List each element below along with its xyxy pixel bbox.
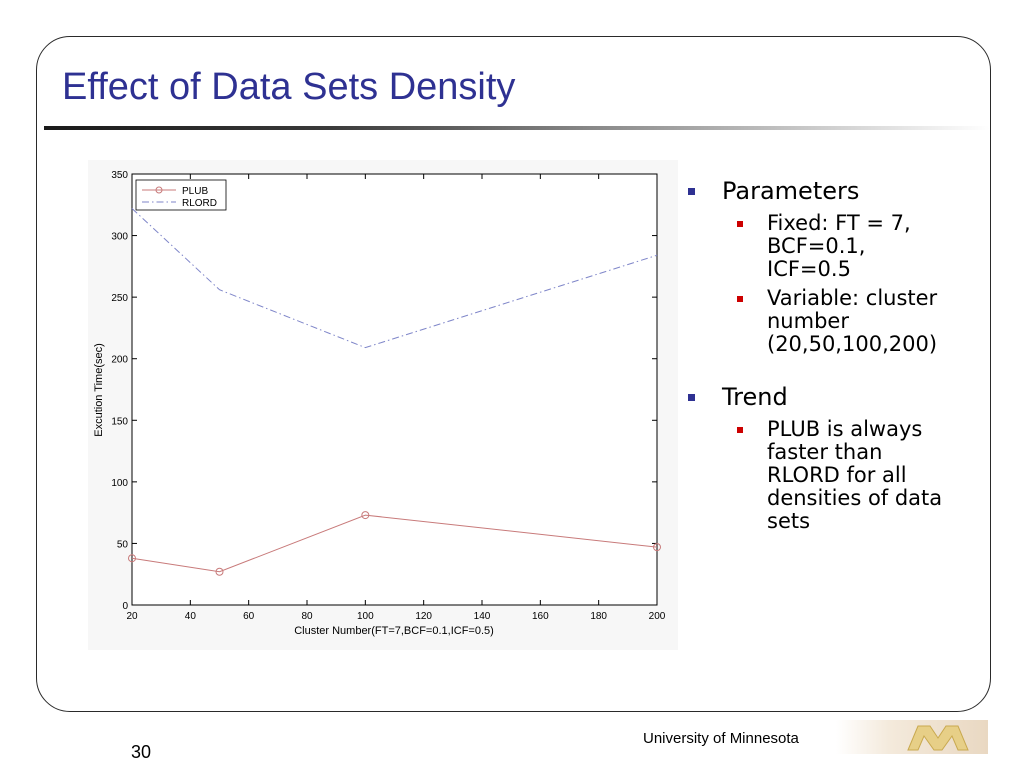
sub-bullet-square-icon [737, 221, 743, 227]
title-underline [44, 126, 990, 130]
sub-bullet-line: (20,50,100,200) [767, 332, 938, 356]
y-tick-label: 300 [111, 232, 128, 243]
sub-bullet-line: sets [767, 509, 811, 533]
y-tick-label: 150 [111, 416, 128, 427]
x-tick-label: 120 [415, 611, 432, 622]
x-tick-label: 80 [301, 611, 313, 622]
university-logo-icon [907, 725, 969, 751]
slide-frame [36, 36, 991, 712]
legend-marker-plub [155, 186, 163, 194]
sub-bullet-line: ICF=0.5 [767, 257, 851, 281]
sub-bullet-line: PLUB is always [767, 417, 923, 441]
slide-title: Effect of Data Sets Density [62, 66, 516, 108]
x-tick-label: 160 [532, 611, 549, 622]
sub-bullet-fixed: Fixed: FT = 7, BCF=0.1, ICF=0.5 [684, 212, 984, 281]
x-tick-label: 180 [590, 611, 607, 622]
legend-box [135, 179, 227, 211]
sub-bullet-square-icon [737, 427, 743, 433]
chart-svg: 20 40 60 80 100 120 140 160 180 200 0 50 100 150 200 25… [93, 170, 666, 637]
sub-bullet-line: number [767, 309, 849, 333]
x-tick-label: 100 [357, 611, 374, 622]
y-tick-label: 100 [111, 478, 128, 489]
sub-bullet-square-icon [737, 296, 743, 302]
bullet-list: Parameters Fixed: FT = 7, BCF=0.1, ICF=0… [684, 176, 984, 533]
y-tick-label: 350 [111, 170, 128, 181]
sub-bullet-line: Variable: cluster [767, 286, 938, 310]
x-tick-label: 140 [474, 611, 491, 622]
y-tick-label: 50 [117, 539, 129, 550]
execution-time-chart: 20 40 60 80 100 120 140 160 180 200 0 50 100 150 200 25… [88, 160, 678, 650]
x-tick-label: 40 [185, 611, 197, 622]
y-tick-label: 0 [122, 601, 128, 612]
bullet-heading: Trend [722, 383, 788, 411]
x-axis-label: Cluster Number(FT=7,BCF=0.1,ICF=0.5) [294, 625, 494, 637]
legend-label-rlord: RLORD [182, 198, 217, 209]
sub-bullet-variable: Variable: cluster number (20,50,100,200) [684, 287, 984, 356]
bullet-trend: Trend [684, 382, 984, 412]
data-point-plub [215, 567, 224, 576]
bullet-square-icon [688, 188, 695, 195]
y-axis-label: Excution Time(sec) [93, 343, 105, 437]
x-tick-label: 20 [126, 611, 138, 622]
bullet-heading: Parameters [722, 177, 860, 205]
y-tick-label: 250 [111, 293, 128, 304]
legend-label-plub: PLUB [182, 186, 208, 197]
bullet-square-icon [688, 394, 695, 401]
page-number: 30 [131, 742, 152, 762]
data-point-plub [128, 554, 136, 563]
sub-bullet-line: BCF=0.1, [767, 234, 866, 258]
data-point-plub [653, 543, 661, 552]
sub-bullet-line: faster than [767, 440, 883, 464]
sub-bullet-plub-faster: PLUB is always faster than RLORD for all… [684, 418, 984, 533]
bullet-parameters: Parameters [684, 176, 984, 206]
x-tick-label: 200 [649, 611, 666, 622]
sub-bullet-line: RLORD for all [767, 463, 907, 487]
plot-area [131, 173, 658, 606]
sub-bullet-line: Fixed: FT = 7, [767, 211, 911, 235]
sub-bullet-line: densities of data [767, 486, 943, 510]
series-line-rlord [131, 208, 658, 349]
x-tick-label: 60 [243, 611, 255, 622]
y-tick-label: 200 [111, 355, 128, 366]
data-point-plub [361, 511, 370, 520]
series-line-plub [131, 514, 658, 573]
footer-university-name: University of Minnesota [643, 730, 799, 747]
